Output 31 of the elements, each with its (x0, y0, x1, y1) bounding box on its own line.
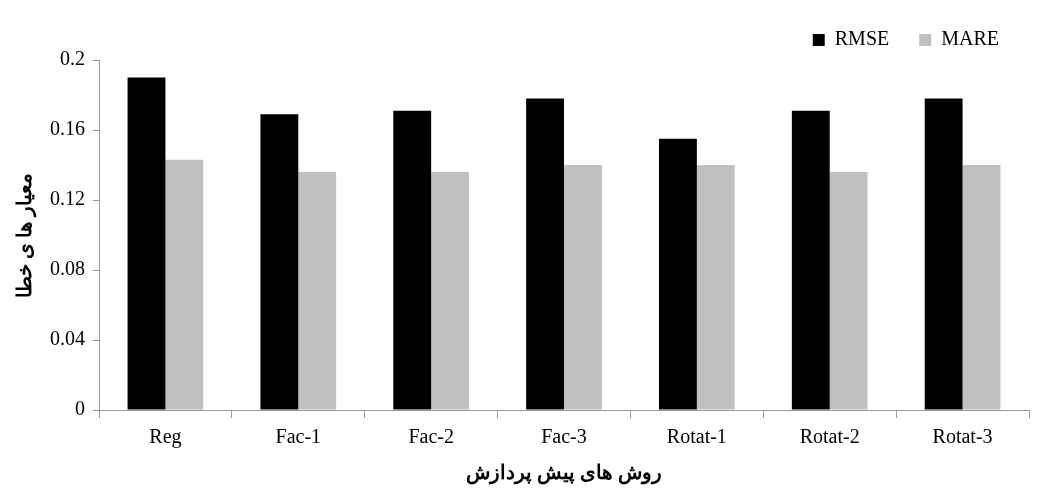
bar (298, 172, 337, 410)
legend-label: RMSE (834, 27, 890, 50)
x-tick-label: Rotat-1 (666, 425, 727, 448)
bar (924, 98, 963, 410)
y-tick-label: 0.16 (50, 117, 85, 140)
x-tick-label: Fac-2 (408, 425, 454, 448)
bar (393, 110, 432, 410)
legend-label: MARE (941, 27, 1000, 50)
x-tick-label: Rotat-2 (799, 425, 860, 448)
bar (431, 172, 470, 410)
x-tick-label: Reg (149, 425, 182, 449)
bar (696, 165, 735, 410)
x-tick-label: Rotat-3 (932, 425, 993, 448)
x-axis-title: روش های پیش پردازش (466, 461, 662, 486)
bar (962, 165, 1001, 410)
y-tick-label: 0.2 (60, 47, 85, 70)
y-tick-label: 0 (75, 397, 85, 420)
bar (791, 110, 830, 410)
bar (165, 159, 204, 410)
bar (564, 165, 602, 410)
y-tick-label: 0.12 (50, 187, 85, 210)
y-axis-title: معیار ها ی خطا (13, 172, 38, 298)
bar (260, 114, 299, 410)
x-tick-label: Fac-3 (541, 425, 587, 448)
y-tick-label: 0.08 (50, 257, 85, 280)
bar (658, 138, 697, 410)
bar (829, 172, 868, 410)
x-tick-label: Fac-1 (275, 425, 322, 448)
bar (526, 98, 564, 410)
bar (127, 77, 166, 410)
y-tick-label: 0.04 (50, 327, 85, 350)
